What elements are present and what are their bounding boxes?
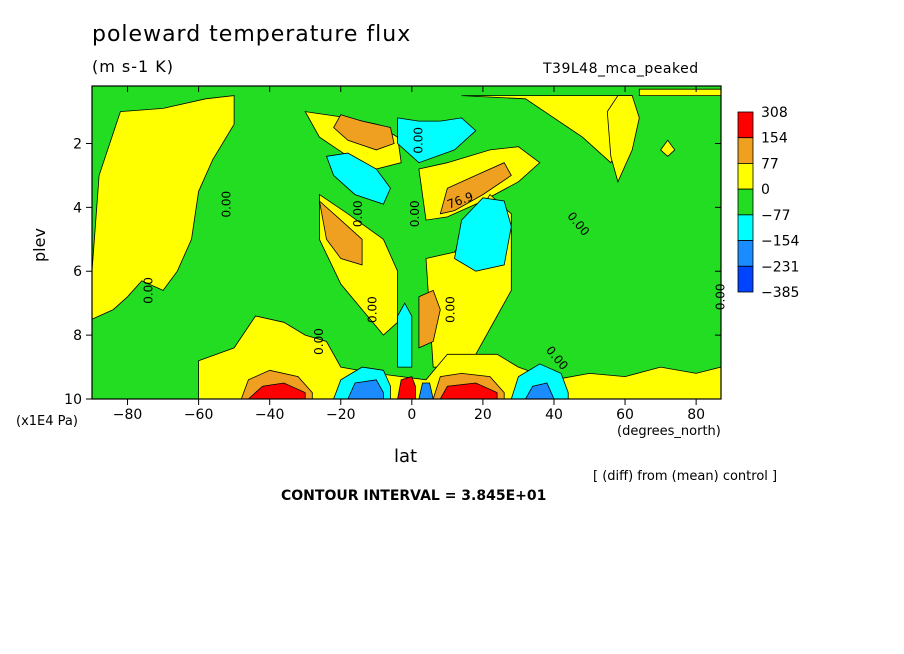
contour-region-cyan xyxy=(325,152,391,205)
contour-region-blue xyxy=(525,382,555,399)
contour-label: 0.00 xyxy=(714,283,728,310)
plot-frame xyxy=(91,85,722,400)
y-tick-label: 4 xyxy=(73,200,82,216)
contour-region-yellow xyxy=(92,95,235,320)
contour-label: 0.00 xyxy=(443,296,457,323)
contour-interval: CONTOUR INTERVAL = 3.845E+01 xyxy=(281,488,547,504)
contour-region-orange xyxy=(240,369,313,399)
contour-region-cyan xyxy=(454,197,512,272)
colorbar-swatch xyxy=(737,111,754,139)
contour-region-yellow xyxy=(425,193,512,368)
colorbar-swatch xyxy=(737,214,754,241)
contour-label: 0.00 xyxy=(543,343,571,372)
contour-region-blue xyxy=(418,382,434,399)
contour-label: 0.00 xyxy=(141,277,155,304)
contour-region-yellow xyxy=(660,139,676,157)
y-axis-units: (x1E4 Pa) xyxy=(16,414,78,429)
contour-region-yellow xyxy=(606,95,640,183)
y-tick-label: 10 xyxy=(64,392,82,408)
contour-region-yellow xyxy=(638,88,721,96)
contour-label: 0.00 xyxy=(411,127,425,154)
colorbar-label: 308 xyxy=(761,105,788,121)
field-background xyxy=(92,86,721,399)
x-tick-label: −20 xyxy=(326,407,356,423)
x-tick-label: −80 xyxy=(113,407,143,423)
colorbar-swatch xyxy=(737,137,754,164)
x-tick-label: 40 xyxy=(545,407,563,423)
y-tick-label: 8 xyxy=(73,328,82,344)
contour-region-orange xyxy=(318,199,363,266)
contour-region-yellow xyxy=(418,146,541,221)
chart-title: poleward temperature flux xyxy=(92,22,412,47)
diff-note: [ (diff) from (mean) control ] xyxy=(593,469,778,484)
contour-region-yellow xyxy=(304,111,402,170)
colorbar-label: −231 xyxy=(761,259,799,275)
colorbar-label: 0 xyxy=(761,182,770,198)
y-axis-label: plev xyxy=(30,228,49,262)
contour-region-red xyxy=(397,376,416,399)
colorbar-label: 154 xyxy=(761,131,788,147)
contour-label: 0.00 xyxy=(220,191,234,218)
colorbar-swatch xyxy=(737,240,754,267)
x-tick-label: −40 xyxy=(255,407,285,423)
x-axis-units: (degrees_north) xyxy=(617,424,721,439)
y-tick-label: 6 xyxy=(73,264,82,280)
contour-region-yellow xyxy=(198,315,721,399)
contour-region-yellow xyxy=(319,193,398,336)
colorbar-swatch xyxy=(737,265,754,293)
contour-region-red xyxy=(247,382,306,399)
colorbar-label: 77 xyxy=(761,156,779,172)
contour-region-blue xyxy=(347,379,384,399)
contour-region-cyan xyxy=(397,117,477,164)
contour-region-cyan xyxy=(333,366,391,399)
contour-label: 0.00 xyxy=(351,200,365,227)
x-tick-label: 20 xyxy=(474,407,492,423)
chart-units: (m s-1 K) xyxy=(92,57,175,76)
contour-label: 76.9 xyxy=(445,189,475,211)
contour-region-orange xyxy=(432,372,505,399)
x-tick-label: 60 xyxy=(616,407,634,423)
x-tick-label: −60 xyxy=(184,407,214,423)
x-tick-label: 80 xyxy=(687,407,705,423)
colorbar-swatch xyxy=(737,163,754,190)
contour-label: 0.00 xyxy=(312,328,326,355)
x-axis-label: lat xyxy=(394,446,418,467)
contour-label: 0.00 xyxy=(365,296,379,323)
colorbar-label: −77 xyxy=(761,208,791,224)
contour-region-yellow xyxy=(461,95,633,164)
contour-label: 0.00 xyxy=(408,200,422,227)
contour-region-red xyxy=(439,382,498,399)
contour-region-cyan xyxy=(397,302,413,368)
x-tick-label: 0 xyxy=(407,407,416,423)
contour-region-orange xyxy=(439,162,512,215)
y-tick-label: 2 xyxy=(73,136,82,152)
contour-region-orange xyxy=(333,114,395,151)
contour-region-orange xyxy=(418,289,441,349)
colorbar-label: −385 xyxy=(761,285,799,301)
colorbar-label: −154 xyxy=(761,234,800,250)
colorbar-swatch xyxy=(737,188,754,216)
contour-region-cyan xyxy=(510,363,569,399)
contour-label: 0.00 xyxy=(564,209,592,238)
run-name: T39L48_mca_peaked xyxy=(543,61,699,77)
